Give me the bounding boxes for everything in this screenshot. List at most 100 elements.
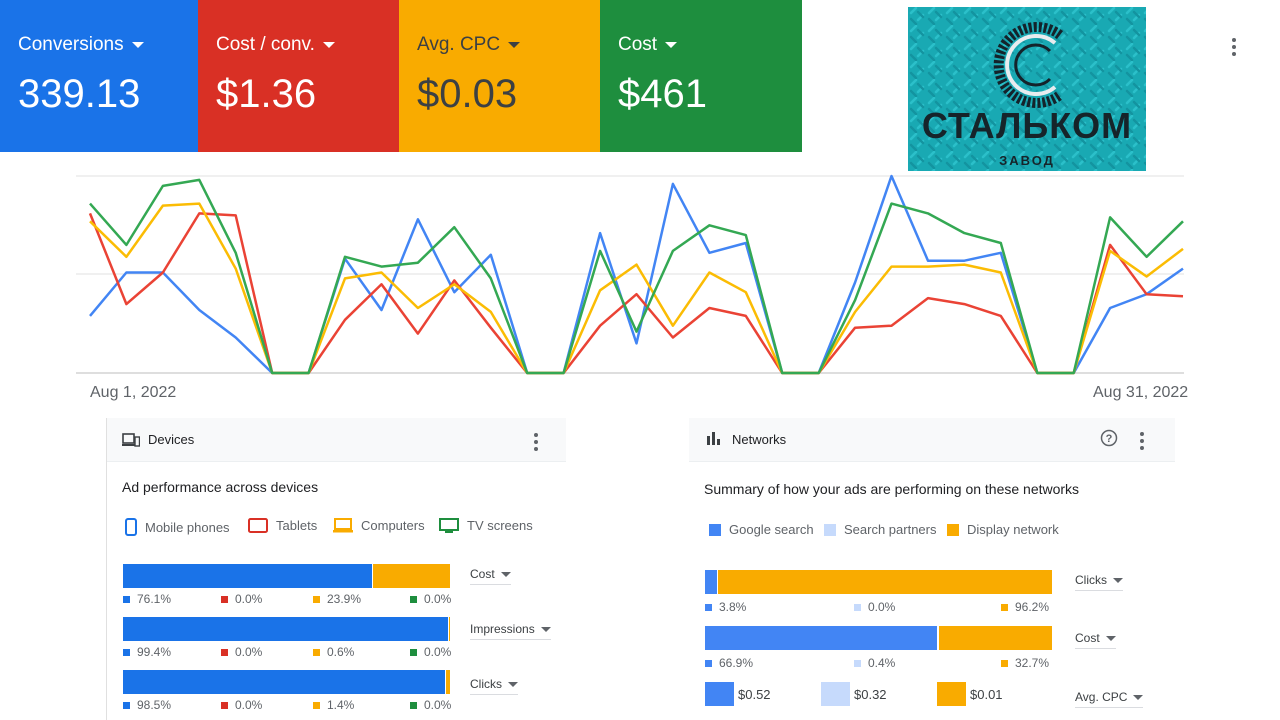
networks-metric-select-avg-cpc[interactable]: Avg. CPC <box>1075 690 1144 708</box>
chart-grid <box>76 175 1184 374</box>
legend-mobile-phones[interactable]: Mobile phones <box>125 518 230 536</box>
metric-value-cost-per-conv: $1.36 <box>216 72 317 116</box>
cpc-block-google-search <box>705 682 734 706</box>
networks-clicks-bar <box>705 570 1053 594</box>
legend-swatch-icon <box>824 523 836 536</box>
devices-icon <box>122 433 140 447</box>
pct-tv-cost: 0.0% <box>410 592 451 606</box>
series-line-1 <box>88 212 1184 375</box>
devices-cost-bar <box>123 564 451 588</box>
tablet-icon <box>248 518 268 533</box>
caret-down-icon <box>540 626 551 632</box>
bar-segment-1 <box>937 626 940 650</box>
legend-search-partners[interactable]: Search partners <box>824 522 937 537</box>
tv-screen-icon <box>439 518 459 533</box>
pct-mobile-impressions: 99.4% <box>123 645 171 659</box>
bar-segment-2 <box>372 564 451 588</box>
networks-metric-select-clicks[interactable]: Clicks <box>1075 573 1123 591</box>
networks-panel-header: Networks ? <box>689 418 1175 462</box>
chart-series <box>88 174 1184 375</box>
devices-subtitle: Ad performance across devices <box>122 479 319 495</box>
pct-display-network-clicks: 96.2% <box>1001 600 1049 614</box>
pct-mobile-cost: 76.1% <box>123 592 171 606</box>
metric-card-cost[interactable]: Cost $461 <box>600 0 802 152</box>
logo-text: СТАЛЬКОМ <box>921 105 1133 146</box>
metric-value-avg-cpc: $0.03 <box>417 72 518 116</box>
networks-metric-select-cost[interactable]: Cost <box>1075 631 1116 649</box>
pct-mobile-clicks: 98.5% <box>123 698 171 712</box>
pct-tablets-clicks: 0.0% <box>221 698 262 712</box>
devices-clicks-bar <box>123 670 451 694</box>
devices-panel: Devices Ad performance across devices Mo… <box>106 418 566 720</box>
mobile-phone-icon <box>125 518 137 536</box>
computer-icon <box>333 518 353 533</box>
bar-chart-icon <box>707 432 720 445</box>
performance-line-chart <box>76 174 1184 375</box>
bar-segment-0 <box>705 570 719 594</box>
devices-impressions-bar <box>123 617 451 641</box>
help-icon[interactable]: ? <box>1100 429 1118 447</box>
bar-segment-2 <box>446 670 451 694</box>
svg-text:?: ? <box>1106 433 1113 445</box>
cpc-display-network: $0.01 <box>937 682 1003 706</box>
bar-segment-0 <box>123 564 373 588</box>
devices-panel-title: Devices <box>148 432 195 447</box>
devices-more-icon[interactable] <box>534 433 538 451</box>
caret-down-icon <box>1133 694 1144 700</box>
series-line-2 <box>89 202 1184 375</box>
metric-value-cost: $461 <box>618 72 707 116</box>
pct-tablets-impressions: 0.0% <box>221 645 262 659</box>
caret-down-icon <box>1113 577 1123 583</box>
legend-tablets[interactable]: Tablets <box>248 518 317 533</box>
caret-down-icon <box>131 42 144 48</box>
devices-panel-header: Devices <box>107 418 566 462</box>
legend-computers[interactable]: Computers <box>333 518 425 533</box>
x-axis-end-label: Aug 31, 2022 <box>1093 384 1189 401</box>
logo-subtext: ЗАВОД <box>999 153 1055 168</box>
caret-down-icon <box>500 571 511 577</box>
legend-swatch-icon <box>709 523 721 536</box>
legend-display-network[interactable]: Display network <box>947 522 1059 537</box>
pct-tv-clicks: 0.0% <box>410 698 451 712</box>
metric-label-conversions[interactable]: Conversions <box>18 34 144 56</box>
caret-down-icon <box>665 42 678 48</box>
caret-down-icon <box>322 42 335 48</box>
devices-metric-select-cost[interactable]: Cost <box>470 567 511 585</box>
networks-subtitle: Summary of how your ads are performing o… <box>704 481 1080 497</box>
cpc-google-search: $0.52 <box>705 682 771 706</box>
metric-label-cost-per-conv[interactable]: Cost / conv. <box>216 34 335 56</box>
pct-computers-cost: 23.9% <box>313 592 361 606</box>
metric-label-cost[interactable]: Cost <box>618 34 678 56</box>
caret-down-icon <box>508 42 521 48</box>
pct-google-search-cost: 66.9% <box>705 656 753 670</box>
metric-label-avg-cpc[interactable]: Avg. CPC <box>417 34 521 56</box>
metric-card-conversions[interactable]: Conversions 339.13 <box>0 0 198 152</box>
caret-down-icon <box>508 681 518 687</box>
bar-segment-2 <box>718 570 1053 594</box>
cpc-block-search-partners <box>821 682 850 706</box>
metric-card-cost-per-conv[interactable]: Cost / conv. $1.36 <box>198 0 399 152</box>
bar-segment-0 <box>123 670 447 694</box>
devices-metric-select-impressions[interactable]: Impressions <box>470 622 551 640</box>
pct-display-network-cost: 32.7% <box>1001 656 1049 670</box>
legend-swatch-icon <box>947 523 959 536</box>
cpc-search-partners: $0.32 <box>821 682 887 706</box>
pct-computers-clicks: 1.4% <box>313 698 354 712</box>
pct-google-search-clicks: 3.8% <box>705 600 746 614</box>
metric-card-avg-cpc[interactable]: Avg. CPC $0.03 <box>399 0 600 152</box>
logo-background-pattern <box>908 7 1146 171</box>
networks-cost-bar <box>705 626 1053 650</box>
cpc-block-display-network <box>937 682 966 706</box>
networks-more-icon[interactable] <box>1140 432 1144 450</box>
legend-google-search[interactable]: Google search <box>709 522 814 537</box>
networks-panel: Networks ? Summary of how your ads are p… <box>689 418 1175 720</box>
caret-down-icon <box>1105 635 1116 641</box>
legend-tv-screens[interactable]: TV screens <box>439 518 533 533</box>
devices-metric-select-clicks[interactable]: Clicks <box>470 677 518 695</box>
series-line-3 <box>89 178 1184 375</box>
more-options-icon[interactable] <box>1232 38 1236 56</box>
pct-search-partners-cost: 0.4% <box>854 656 895 670</box>
bar-segment-2 <box>449 617 451 641</box>
bar-segment-2 <box>939 626 1053 650</box>
bar-segment-0 <box>705 626 938 650</box>
